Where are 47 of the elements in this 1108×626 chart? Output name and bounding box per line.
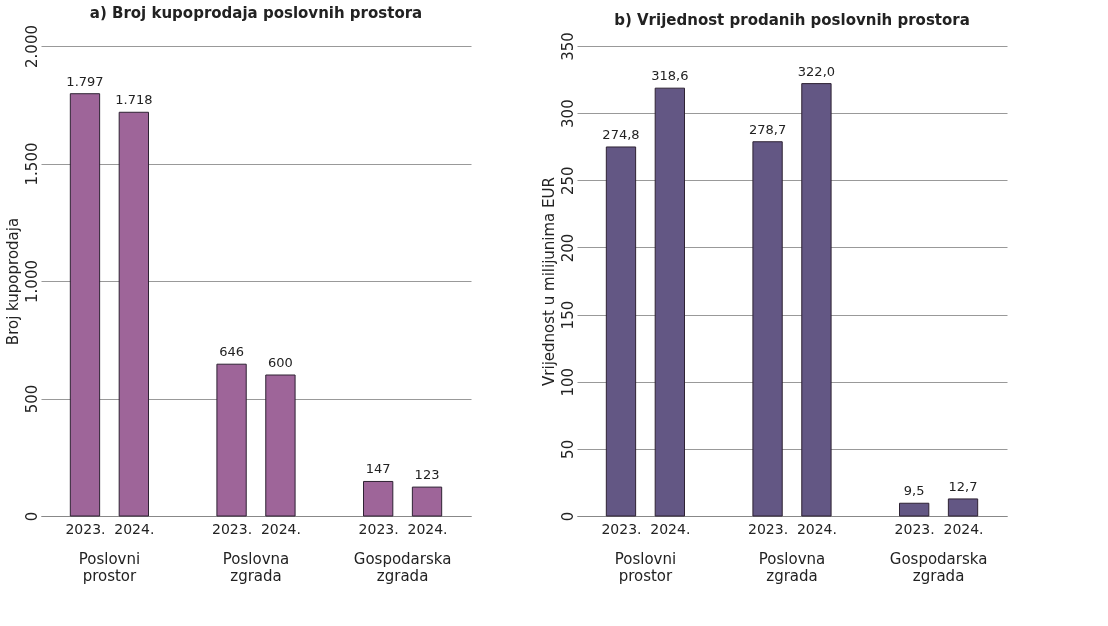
x-tick-label: 2024.	[796, 520, 837, 537]
y-tick-label: 200	[558, 233, 577, 263]
y-tick-label: 300	[558, 99, 577, 128]
data-label: 322,0	[797, 63, 836, 79]
y-tick-label: 50	[558, 439, 577, 459]
x-tick-label: 2023.	[358, 520, 399, 537]
y-tick-label: 250	[558, 166, 577, 196]
data-label: 12,7	[948, 478, 978, 494]
x-tick-label: 2024.	[943, 520, 984, 537]
text: Poslovna zgrada	[758, 550, 826, 585]
y-tick-label: 1.000	[22, 260, 41, 303]
y-tick-label: 1.500	[22, 142, 41, 186]
x-tick-label: 2024.	[407, 520, 448, 537]
y-axis-title: Vrijednost u milijunima EUR	[539, 177, 558, 386]
data-label: 600	[268, 355, 293, 370]
x-tick-label: 2023.	[65, 520, 106, 537]
chart-title: a) Broj kupoprodaja poslovnih prostora	[89, 3, 423, 22]
x-tick-label: 2023.	[748, 520, 789, 537]
x-tick-label: 2024.	[114, 520, 155, 537]
data-label: 274,8	[602, 126, 640, 142]
y-tick-label: 150	[558, 300, 577, 330]
x-tick-label: 2023.	[601, 520, 642, 537]
data-label: 9,5	[903, 483, 925, 499]
text: Poslovna zgrada	[222, 550, 290, 585]
x-tick-label: 2023.	[894, 520, 935, 537]
data-label: 278,7	[748, 121, 787, 137]
data-label: 318,6	[651, 68, 689, 84]
data-label: 123	[414, 467, 440, 483]
data-label: 147	[365, 461, 391, 477]
data-label: 1.718	[115, 92, 153, 108]
text: Poslovni prostor	[614, 550, 677, 585]
x-tick-label: 2023.	[212, 520, 253, 537]
y-tick-label: 2.000	[22, 25, 41, 68]
data-label: 646	[219, 344, 244, 360]
x-tick-label: 2024.	[260, 520, 301, 537]
y-tick-label: 500	[22, 384, 41, 414]
text: Poslovni prostor	[78, 550, 141, 585]
x-tick-label: 2024.	[650, 520, 691, 537]
y-tick-label: 350	[558, 32, 577, 61]
chart-title: b) Vrijednost prodanih poslovnih prostora	[614, 10, 970, 29]
text: Gospodarska zgrada	[889, 550, 988, 585]
y-tick-label: 0	[558, 511, 577, 522]
text: Gospodarska zgrada	[353, 550, 452, 585]
y-axis-title: Broj kupoprodaja	[3, 217, 22, 346]
y-tick-label: 100	[558, 367, 577, 397]
data-label: 1.797	[66, 73, 104, 89]
y-tick-label: 0	[22, 511, 41, 522]
